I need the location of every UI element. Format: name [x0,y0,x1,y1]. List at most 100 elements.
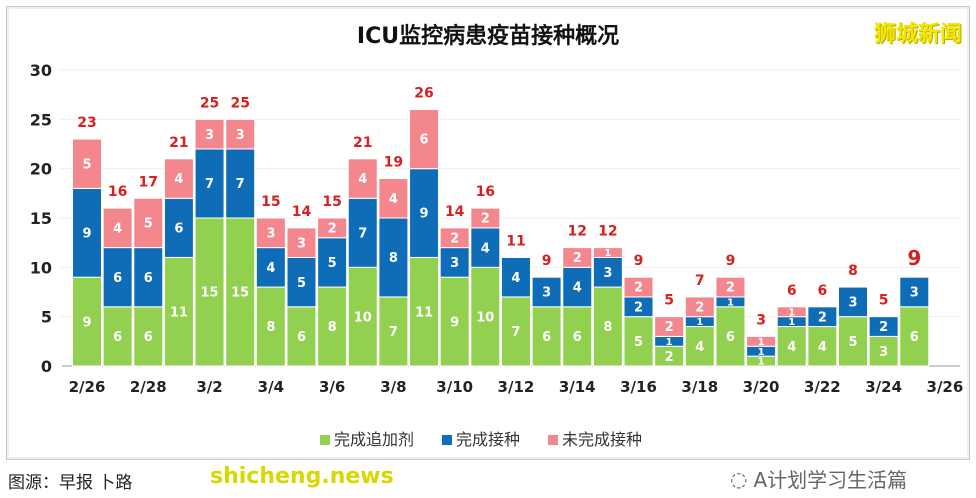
data-label: 3 [205,128,214,143]
legend: 完成追加剂 完成接种 未完成接种 [320,426,642,450]
bar-segment [378,178,409,219]
data-label: 10 [476,310,494,325]
bar-segment [654,316,685,337]
data-label: 4 [358,172,367,187]
bar-segment [592,256,623,288]
total-label: 14 [445,204,465,220]
y-tick-label: 20 [30,160,52,179]
bar-segment [163,256,194,367]
data-label: 2 [665,350,674,365]
bar-segment [317,237,348,288]
x-tick-label: 2/28 [130,378,167,396]
data-label: 1 [727,297,734,308]
data-label: 4 [695,340,704,355]
data-label: 3 [450,256,459,271]
data-label: 4 [389,192,398,207]
bar-segment [133,306,164,367]
data-label: 3 [542,286,551,301]
total-label: 21 [353,135,372,151]
legend-item-incomplete: 未完成接种 [548,426,642,450]
data-label: 5 [328,256,337,271]
data-label: 4 [511,271,520,286]
bar-segment [746,335,777,347]
bar-segment [838,316,868,367]
legend-item-booster: 完成追加剂 [320,426,414,450]
total-label: 15 [261,194,280,210]
total-label: 23 [77,115,96,131]
total-label: 6 [787,283,797,299]
bar-segment [133,197,164,249]
data-label: 2 [634,300,643,315]
data-label: 3 [266,226,275,241]
data-label: 5 [144,217,153,232]
data-label: 2 [450,231,459,246]
data-label: 9 [420,207,429,222]
data-label: 10 [354,310,372,325]
wechat-icon: ◌ [730,466,748,491]
bar-segment [684,326,715,367]
bar-segment [439,227,470,249]
y-tick-label: 5 [41,308,52,327]
total-label: 16 [108,184,127,200]
data-label: 1 [758,357,765,368]
data-label: 6 [910,330,919,345]
bar-segment [225,217,256,367]
y-tick-label: 25 [30,110,52,129]
bar-segment [439,247,470,278]
data-label: 2 [481,212,490,227]
x-tick-label: 3/12 [498,378,535,396]
total-label: 15 [322,194,341,210]
x-tick-label: 3/26 [927,378,964,396]
data-label: 8 [603,320,612,335]
chart: 0510152025302/2699523664162/286651711642… [30,61,964,396]
total-label: 12 [567,224,586,240]
total-label: 21 [169,135,188,151]
x-tick-label: 3/4 [258,378,284,396]
data-label: 8 [328,320,337,335]
bar-segment [163,197,194,258]
bar-segment [317,286,348,367]
bar-segment [102,306,133,367]
bar-segment [225,118,256,150]
total-label: 14 [292,204,312,220]
total-label: 25 [200,95,219,111]
data-label: 6 [573,330,582,345]
x-tick-label: 3/6 [319,378,345,396]
bar-segment [255,217,286,249]
data-label: 4 [174,172,183,187]
bar-segment [378,217,409,298]
bar-segment [715,276,746,298]
bar-segment [838,286,868,318]
bar-segment [317,217,348,239]
data-label: 3 [603,266,612,281]
total-label: 8 [848,263,858,279]
data-label: 5 [297,276,306,291]
data-label: 6 [726,330,735,345]
data-label: 3 [848,296,857,311]
total-label: 3 [756,312,766,328]
total-label: 9 [907,246,921,270]
bar-segment [868,335,899,367]
bar-segment [531,276,562,308]
source-text: 图源：早报 卜路 [8,473,133,493]
data-label: 7 [389,325,398,340]
bar-segment [776,306,807,318]
total-label: 12 [598,224,617,240]
bar-segment [807,306,838,328]
logo: 狮城新闻 [873,22,962,47]
chart-title: ICU监控病患疫苗接种概况 [356,24,620,49]
data-label: 15 [231,286,249,301]
legend-item-complete: 完成接种 [442,426,520,450]
total-label: 5 [879,293,889,309]
x-tick-label: 3/8 [380,378,406,396]
x-tick-label: 3/24 [865,378,902,396]
wechat-account: ◌ A计划学习生活篇 [730,466,908,493]
data-label: 1 [758,337,765,348]
data-label: 1 [696,317,703,328]
bar-segment [562,266,593,308]
x-tick-label: 3/16 [620,378,657,396]
bar-segment [623,316,654,367]
data-label: 7 [205,177,214,192]
bar-segment [163,158,194,199]
bar-segment [347,197,378,268]
